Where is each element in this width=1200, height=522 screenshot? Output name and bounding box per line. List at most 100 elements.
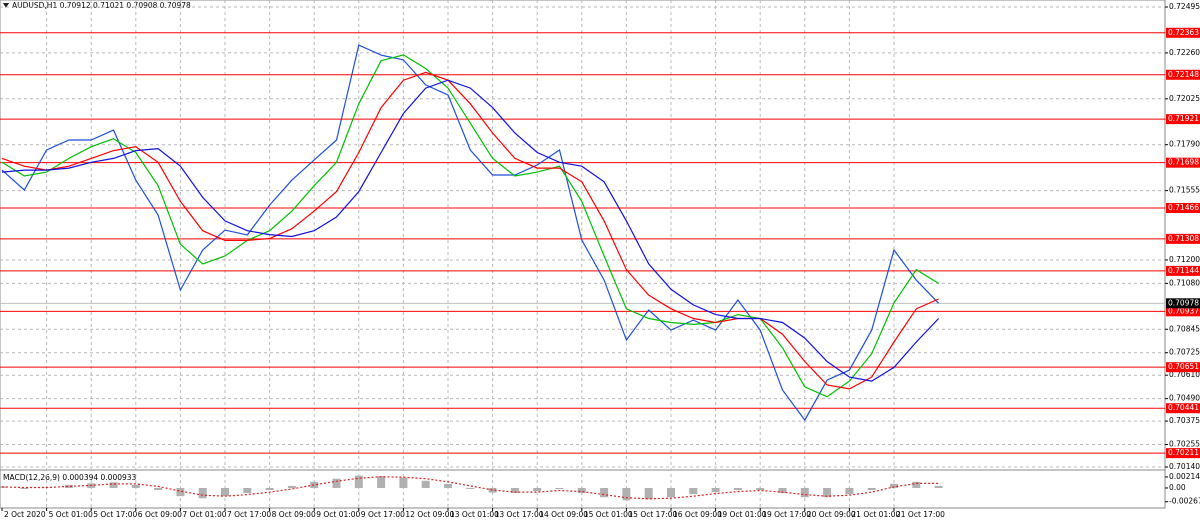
macd-bar [399, 477, 408, 488]
x-tick-label: 7 Oct 17:00 [227, 510, 271, 519]
macd-bar [600, 487, 609, 498]
macd-bar [354, 475, 363, 488]
macd-bar [64, 484, 73, 488]
macd-bar [555, 487, 564, 489]
chart-title: AUDUSD,H1 0.70912 0.71021 0.70908 0.7097… [12, 1, 191, 10]
level-tag [1166, 306, 1200, 317]
level-label: 0.70651 [1168, 362, 1199, 371]
y-tick-label: 0.72495 [1169, 2, 1200, 11]
x-tick-label: 16 Oct 09:00 [673, 510, 722, 519]
macd-bar [131, 484, 140, 488]
macd-bar [444, 483, 452, 488]
symbol-icon [3, 3, 9, 8]
macd-bar [934, 485, 943, 488]
signal-line [1, 476, 939, 500]
x-tick-label: 9 Oct 01:00 [316, 510, 360, 519]
level-tag [1166, 114, 1200, 125]
price-line [1, 44, 940, 422]
x-tick-label: 20 Oct 09:00 [807, 510, 856, 519]
y-tick-label: 0.71555 [1169, 186, 1200, 195]
x-tick-label: 7 Oct 01:00 [182, 510, 226, 519]
y-tick-label: 0.70375 [1169, 416, 1200, 425]
x-tick-label: 14 Oct 09:00 [539, 510, 588, 519]
macd-bar [577, 487, 586, 494]
x-tick-label: 21 Oct 01:00 [851, 510, 900, 519]
y-tick-label: 0.70255 [1169, 440, 1200, 449]
plot-frame [0, 0, 1166, 509]
x-tick-label: 6 Oct 09:00 [138, 510, 182, 519]
level-tag [1166, 265, 1200, 276]
macd-bar [109, 482, 118, 488]
level-tag [1166, 157, 1200, 168]
macd-bar [912, 481, 921, 488]
moving-average [1, 79, 940, 382]
macd-bar [890, 483, 898, 488]
y-tick-label: 0.72260 [1169, 48, 1200, 57]
macd-bar [421, 480, 430, 488]
x-tick-label: 8 Oct 09:00 [272, 510, 316, 519]
x-tick-label: 9 Oct 17:00 [361, 510, 405, 519]
macd-bar [221, 487, 229, 497]
y-tick-label: -0.002676 [1169, 497, 1200, 506]
level-tag [1166, 448, 1200, 459]
macd-bar [243, 487, 252, 494]
x-tick-label: 15 Oct 17:00 [628, 510, 677, 519]
y-tick-label: 0.71790 [1169, 140, 1200, 149]
moving-average [1, 71, 939, 390]
y-tick-label: 0.70845 [1169, 324, 1200, 333]
macd-bar [733, 487, 742, 491]
x-tick-label: 13 Oct 01:00 [450, 510, 499, 519]
level-label: 0.70211 [1168, 448, 1199, 457]
macd-bar [867, 487, 876, 491]
level-label: 0.70937 [1168, 306, 1199, 315]
macd-bar [198, 487, 207, 499]
level-tag [1166, 362, 1200, 373]
x-tick-label: 12 Oct 09:00 [405, 510, 454, 519]
macd-bar [377, 476, 386, 488]
macd-bar [510, 487, 519, 494]
macd-title: MACD(12,26,9) 0.000394 0.000933 [3, 473, 137, 482]
level-tag [1166, 202, 1200, 213]
y-tick-label: 0.70610 [1169, 370, 1200, 379]
x-tick-label: 2 Oct 2020 [4, 510, 46, 519]
y-tick-label: 0.70140 [1169, 462, 1200, 471]
macd-bar [778, 487, 787, 494]
current-price-label: 0.70978 [1168, 298, 1199, 307]
macd-bar [756, 487, 765, 491]
y-tick-label: 0.71200 [1169, 255, 1200, 264]
y-tick-label: 0.00 [1169, 483, 1186, 492]
x-tick-label: 19 Oct 17:00 [762, 510, 811, 519]
macd-bar [176, 487, 185, 497]
y-tick-label: 0.72025 [1169, 94, 1200, 103]
x-tick-label: 5 Oct 17:00 [93, 510, 137, 519]
y-tick-label: 0.70490 [1169, 394, 1200, 403]
macd-bar [265, 487, 274, 491]
level-tag [1166, 403, 1200, 414]
level-label: 0.71144 [1168, 266, 1199, 275]
level-label: 0.72363 [1168, 28, 1199, 37]
x-tick-label: 5 Oct 01:00 [49, 510, 93, 519]
level-label: 0.72148 [1168, 70, 1199, 79]
macd-bar [466, 487, 475, 489]
macd-bar [823, 487, 832, 498]
macd-bar [667, 487, 675, 498]
macd-bar [310, 481, 319, 488]
moving-average [1, 54, 939, 398]
macd-bar [20, 487, 29, 489]
level-label: 0.71466 [1168, 203, 1199, 212]
y-tick-label: 0.002147 [1169, 472, 1200, 481]
macd-bar [800, 487, 809, 498]
level-tag [1166, 233, 1200, 244]
level-tag [1166, 69, 1200, 80]
y-tick-label: 0.70725 [1169, 348, 1200, 357]
macd-bar [287, 485, 296, 488]
macd-bar [488, 487, 497, 493]
macd-bar [622, 487, 631, 501]
macd-bar [689, 487, 698, 495]
macd-bar [332, 478, 341, 488]
level-tag [1166, 27, 1200, 38]
level-label: 0.70441 [1168, 403, 1199, 412]
macd-bar [533, 487, 542, 492]
